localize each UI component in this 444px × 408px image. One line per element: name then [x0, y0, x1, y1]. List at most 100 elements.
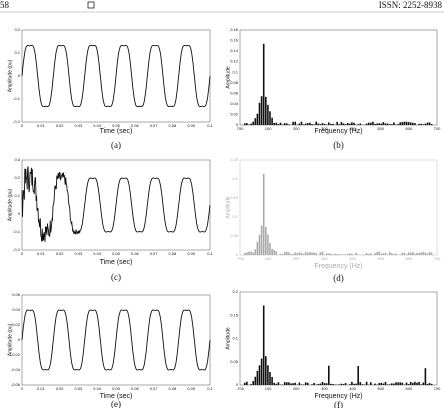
spectrum-bar [374, 252, 376, 255]
spectrum-bar [262, 305, 265, 385]
spectrum-bar [260, 96, 263, 125]
spectrum-bar [397, 124, 399, 125]
y-tick-label: 0.25 [230, 157, 239, 162]
spectrum-bar [386, 384, 389, 385]
spectrum-bar [418, 381, 420, 385]
spectrum-bar [397, 382, 399, 385]
x-tick-label: 200 [293, 256, 300, 261]
spectrum-bar [344, 254, 347, 255]
x-tick-label: 0.08 [169, 123, 178, 128]
x-tick-label: -700 [236, 386, 245, 391]
spectrum-bar [302, 253, 305, 255]
spectrum-bar [311, 384, 313, 385]
spectrum-bar [250, 251, 252, 255]
spectrum-bar [418, 123, 420, 125]
spectrum-bar [426, 383, 429, 385]
x-tick-label: 300 [321, 126, 328, 131]
y-tick-label: 0.3 [14, 157, 20, 162]
x-axis-label: Frequency (Hz) [314, 128, 362, 135]
spectrum-bar [380, 382, 383, 385]
x-tick-label: 100 [265, 256, 272, 261]
spectrum-bar [311, 252, 313, 255]
spectrum-bar [414, 123, 416, 125]
spectrum-bar [407, 122, 410, 125]
spectrum-bar [357, 124, 359, 125]
waveform [21, 309, 211, 371]
y-tick-label: 0.12 [230, 59, 239, 64]
spectrum-bar [340, 254, 343, 255]
caption: (a) [111, 140, 121, 150]
x-tick-label: 0.01 [37, 386, 46, 391]
spectrum-bar [420, 384, 422, 385]
spectrum-bar [334, 253, 336, 255]
x-tick-label: 0.08 [169, 251, 178, 256]
spectrum-bar [254, 376, 257, 385]
spectrum-bar [275, 251, 278, 255]
spectrum-bar [321, 381, 324, 385]
icon [87, 1, 95, 9]
spectrum-bar [357, 366, 359, 385]
plot-frame [239, 291, 438, 386]
spectrum-bar [302, 124, 305, 125]
spectrum-bar [317, 123, 320, 125]
spectrum-bar [344, 383, 347, 385]
spectrum-bar [367, 253, 370, 255]
spectrum-bar [340, 383, 343, 385]
x-tick-label: 0.01 [37, 123, 46, 128]
spectrum-bar [426, 122, 429, 125]
spectrum-bar [416, 382, 418, 385]
spectrum-bar [292, 253, 294, 255]
spectrum-bar [309, 122, 311, 125]
spectrum-bar [384, 252, 387, 255]
spectrum-bar [430, 124, 433, 125]
spectrum-bar [290, 383, 292, 385]
spectrum-bar [323, 383, 326, 385]
spectrum-bar [430, 383, 433, 385]
y-tick-label: 0.1 [14, 50, 20, 55]
spectrum-bar [382, 383, 385, 385]
spectrum-bar [409, 252, 412, 255]
spectrum-bar [355, 383, 357, 385]
spectrum-bar [384, 381, 387, 385]
spectrum-bar [313, 124, 315, 125]
y-tick-label: -0.1 [13, 96, 21, 101]
spectrum-bar [386, 254, 389, 255]
spectrum-bar [277, 124, 280, 125]
spectrum-bar [407, 252, 410, 255]
spectrum-bar [361, 384, 364, 385]
spectrum-bar [336, 121, 338, 125]
spectrum-bar [361, 254, 364, 255]
x-tick-label: 700 [434, 386, 441, 391]
spectrum-bar [414, 381, 416, 385]
spectrum-bar [279, 122, 282, 125]
spectrum-bar [351, 122, 353, 125]
spectrum-bar [292, 121, 294, 125]
x-tick-label: 500 [377, 256, 384, 261]
x-tick-label: 100 [265, 126, 272, 131]
x-tick-label: 400 [349, 126, 356, 131]
y-axis-label: Amplitude [225, 66, 231, 88]
x-tick-label: -700 [236, 256, 245, 261]
spectrum-bar [393, 122, 395, 125]
x-tick-label: 0.1 [207, 251, 213, 256]
spectrum-bar [244, 123, 246, 125]
spectrum-bar [372, 121, 374, 125]
y-tick-label: -0.04 [11, 367, 21, 372]
spectrum-bar [294, 382, 296, 385]
spectrum-bar [357, 254, 359, 255]
spectrum-bar [422, 251, 425, 255]
x-tick-label: 0 [21, 123, 24, 128]
spectrum-bar [248, 251, 250, 255]
spectrum-bar [422, 382, 425, 385]
spectrum-bar [424, 123, 427, 125]
spectrum-bar [307, 252, 309, 255]
x-tick-label: 0 [21, 386, 24, 391]
y-tick-label: 0.2 [14, 175, 20, 180]
spectrum-bar [307, 382, 309, 385]
spectrum-bar [286, 123, 288, 125]
spectrum-bar [315, 121, 317, 125]
x-tick-label: 0.07 [150, 386, 159, 391]
spectrum-bar [330, 253, 332, 255]
x-tick-label: 400 [349, 386, 356, 391]
